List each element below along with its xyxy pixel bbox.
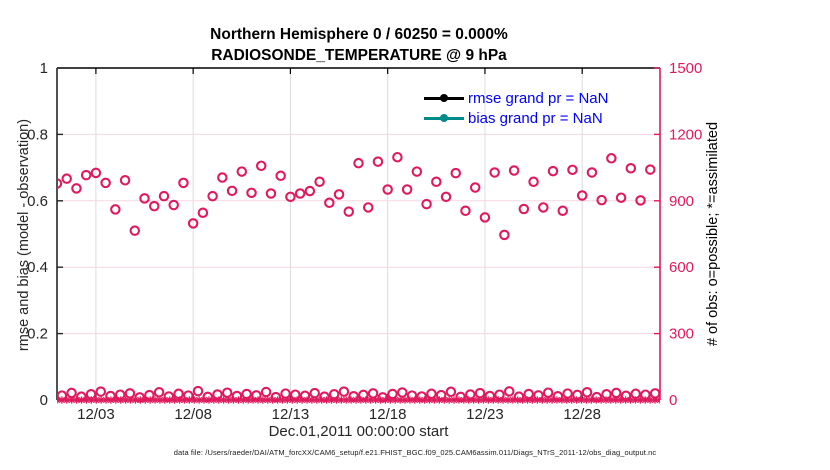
right-y-tick-label: 1500 xyxy=(669,60,702,77)
right-y-tick-label: 300 xyxy=(669,326,694,343)
x-tick-label: 12/23 xyxy=(466,406,504,423)
y-axis-label-left: rmse and bias (model - observation) xyxy=(16,118,32,352)
left-y-tick-label: 0.6 xyxy=(27,193,48,210)
datafile-path-text: data file: /Users/raeder/DAI/ATM_forcXX/… xyxy=(173,448,657,457)
right-y-tick-label: 1200 xyxy=(669,126,702,143)
bias-line-marker-icon xyxy=(424,108,464,128)
left-y-tick-label: 0.2 xyxy=(27,326,48,343)
left-y-tick-label: 1 xyxy=(40,60,48,77)
x-tick-label: 12/28 xyxy=(563,406,601,423)
right-y-tick-label: 900 xyxy=(669,193,694,210)
x-tick-label: 12/13 xyxy=(272,406,310,423)
x-tick-label: 12/03 xyxy=(77,406,115,423)
data-markers xyxy=(57,151,660,404)
right-y-tick-label: 0 xyxy=(669,392,677,409)
rmse-line-marker-icon xyxy=(424,88,464,108)
x-tick-label: 12/08 xyxy=(174,406,212,423)
left-y-tick-label: 0.4 xyxy=(27,259,48,276)
legend-item-bias: bias grand pr = NaN xyxy=(424,108,608,128)
left-y-tick-label: 0 xyxy=(40,392,48,409)
y-axis-label-right: # of obs: o=possible; *=assimilated xyxy=(705,121,721,347)
right-y-tick-label: 600 xyxy=(669,259,694,276)
chart-title-line2: RADIOSONDE_TEMPERATURE @ 9 hPa xyxy=(211,47,507,64)
legend-label-bias: bias grand pr = NaN xyxy=(468,109,603,127)
x-axis-label: Dec.01,2011 00:00:00 start xyxy=(268,423,449,440)
x-tick-label: 12/18 xyxy=(369,406,407,423)
legend-item-rmse: rmse grand pr = NaN xyxy=(424,88,608,108)
left-y-tick-label: 0.8 xyxy=(27,126,48,143)
legend: rmse grand pr = NaN bias grand pr = NaN xyxy=(424,88,608,128)
legend-label-rmse: rmse grand pr = NaN xyxy=(468,89,609,107)
chart-title-line1: Northern Hemisphere 0 / 60250 = 0.000% xyxy=(210,26,508,43)
